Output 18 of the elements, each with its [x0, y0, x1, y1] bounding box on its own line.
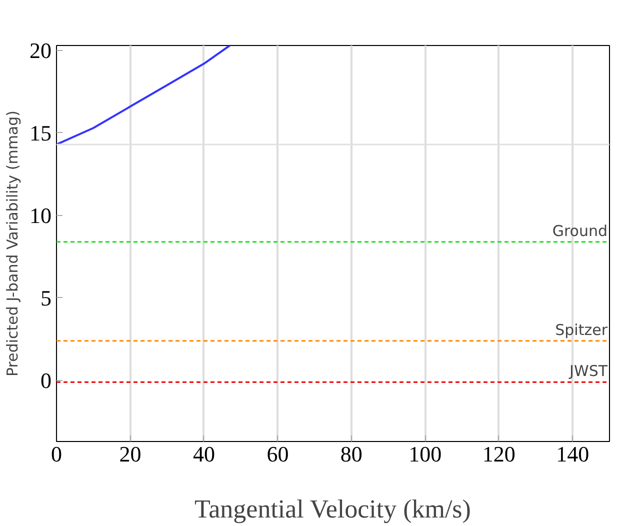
ref-line-label: Spitzer [555, 320, 608, 339]
x-axis-title: Tangential Velocity (km/s) [194, 494, 471, 524]
x-tick-label: 80 [340, 442, 362, 466]
x-tick-label: 100 [408, 442, 442, 466]
ref-line-label: Ground [552, 222, 608, 240]
y-tick-label: 15 [30, 120, 52, 146]
x-tick-label: 120 [482, 442, 516, 466]
x-tick-label: 60 [266, 442, 289, 466]
y-tick-label: 10 [30, 202, 52, 228]
y-tick-label: 5 [40, 285, 52, 310]
x-tick-label: 20 [119, 442, 142, 466]
line-series [56, 46, 231, 146]
y-axis-title: Predicted J-band Variability (mmag) [4, 110, 22, 376]
x-tick-label: 40 [192, 442, 215, 466]
y-tick-label: 0 [40, 368, 52, 393]
ref-line-label: JWST [568, 362, 608, 380]
x-tick-label: 140 [556, 442, 590, 466]
y-tick-label: 20 [30, 38, 52, 63]
